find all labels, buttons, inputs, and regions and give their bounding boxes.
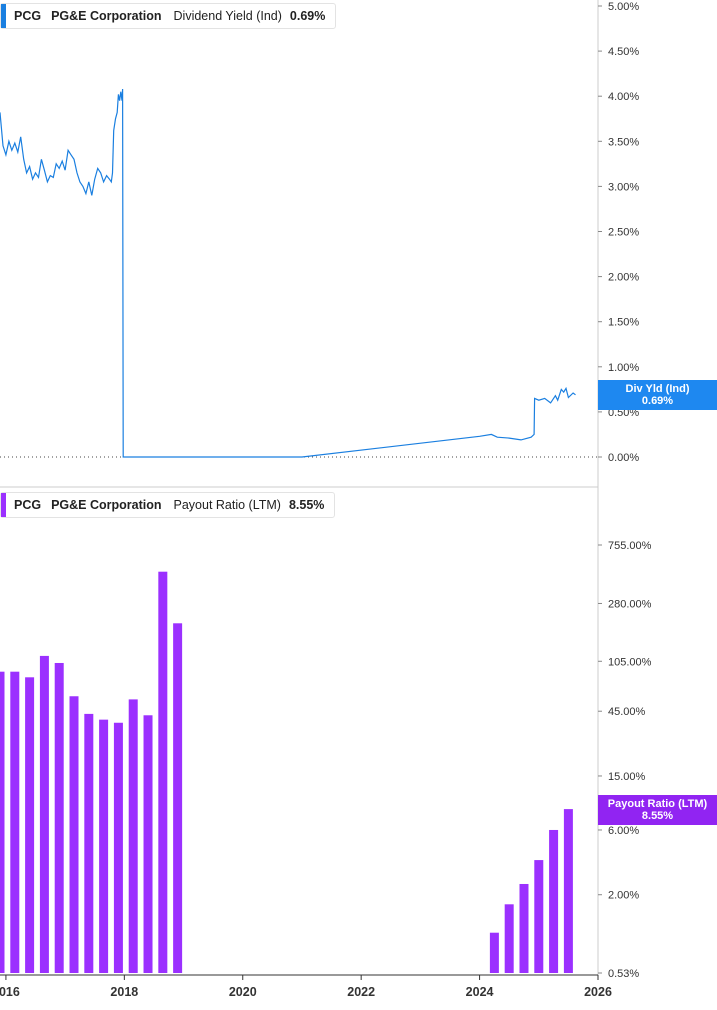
yield-legend-metric: Dividend Yield (Ind) <box>173 9 282 23</box>
payout-bars <box>0 571 573 973</box>
payout-bar <box>99 719 109 973</box>
x-tick-label: 2018 <box>110 985 138 999</box>
payout-bar <box>489 932 499 973</box>
payout-bar <box>563 809 573 973</box>
yield-legend-ticker: PCG <box>14 9 42 23</box>
payout-tick-label: 6.00% <box>608 825 639 837</box>
payout-bar <box>25 677 35 973</box>
yield-tick-label: 1.00% <box>608 362 639 374</box>
x-tick-label: 2026 <box>584 985 612 999</box>
payout-legend[interactable]: PCG PG&E Corporation Payout Ratio (LTM) … <box>0 492 336 518</box>
payout-tick-label: 0.53% <box>608 968 639 980</box>
payout-tick-label: 105.00% <box>608 656 652 668</box>
payout-legend-metric: Payout Ratio (LTM) <box>173 498 281 512</box>
payout-tick-label: 755.00% <box>608 540 652 552</box>
yield-tick-label: 3.00% <box>608 181 639 193</box>
yield-legend-value: 0.69% <box>289 9 326 23</box>
payout-bar <box>519 883 529 973</box>
payout-legend-company: PG&E Corporation <box>51 498 162 512</box>
yield-tick-label: 1.50% <box>608 317 639 329</box>
payout-bar <box>549 829 559 973</box>
payout-bar <box>39 655 49 973</box>
yield-tick-label: 4.50% <box>608 46 639 58</box>
payout-bar <box>10 671 20 973</box>
payout-tick-label: 280.00% <box>608 598 652 610</box>
payout-bar <box>158 571 168 973</box>
payout-bar <box>534 860 544 973</box>
payout-tag-label: Payout Ratio (LTM) <box>607 798 708 810</box>
x-tick-label: 2022 <box>347 985 375 999</box>
payout-value-tag: Payout Ratio (LTM) 8.55% <box>598 795 717 825</box>
yield-tick-label: 3.50% <box>608 136 639 148</box>
yield-tick-label: 0.00% <box>608 452 639 464</box>
payout-bar <box>69 696 79 973</box>
payout-bar <box>113 722 123 973</box>
yield-tag-value: 0.69% <box>641 395 674 407</box>
yield-tick-label: 2.00% <box>608 272 639 284</box>
payout-legend-ticker: PCG <box>14 498 42 512</box>
payout-legend-value: 8.55% <box>288 498 325 512</box>
payout-bar <box>173 623 183 973</box>
payout-bar <box>0 671 5 973</box>
yield-tick-label: 2.50% <box>608 227 639 239</box>
yield-legend[interactable]: PCG PG&E Corporation Dividend Yield (Ind… <box>0 3 337 29</box>
payout-bar <box>128 699 138 973</box>
payout-tick-label: 45.00% <box>608 706 646 718</box>
payout-tag-value: 8.55% <box>641 810 674 822</box>
yield-tick-label: 4.00% <box>608 91 639 103</box>
yield-value-tag: Div Yld (Ind) 0.69% <box>598 380 717 410</box>
x-tick-label: 2020 <box>229 985 257 999</box>
x-tick-label: 2016 <box>0 985 20 999</box>
yield-legend-company: PG&E Corporation <box>51 9 162 23</box>
payout-bar <box>504 904 514 973</box>
yield-tag-label: Div Yld (Ind) <box>625 383 690 395</box>
x-tick-label: 2024 <box>466 985 494 999</box>
yield-legend-swatch <box>1 4 6 28</box>
payout-axis: 755.00% 280.00% 105.00% 45.00% 15.00% 6.00% 2.… <box>598 540 652 980</box>
payout-bar <box>54 662 64 973</box>
payout-tick-label: 15.00% <box>608 771 646 783</box>
yield-series-line <box>0 88 576 458</box>
x-axis: 2016 2018 2020 2022 2024 2026 <box>0 975 612 999</box>
payout-tick-label: 2.00% <box>608 890 639 902</box>
yield-tick-label: 5.00% <box>608 1 639 13</box>
payout-bar <box>84 713 94 973</box>
payout-bar <box>143 715 153 973</box>
payout-legend-swatch <box>1 493 6 517</box>
